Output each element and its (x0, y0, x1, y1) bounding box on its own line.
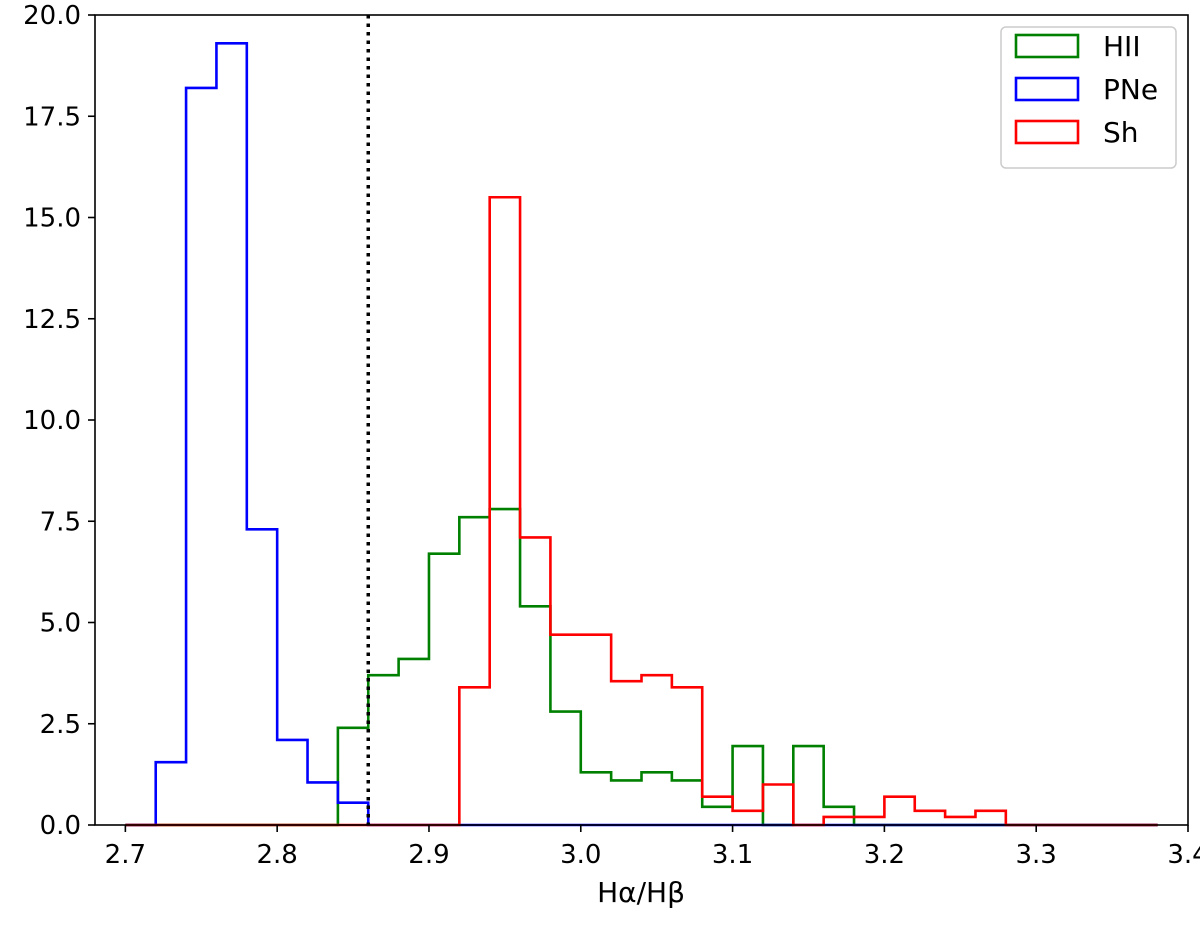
y-tick-label: 7.5 (40, 507, 81, 537)
legend-box (1000, 26, 1177, 169)
x-axis: 2.7 2.8 2.9 3.0 3.1 3.2 3.3 3.4 (105, 825, 1200, 870)
y-tick-label: 2.5 (40, 710, 81, 740)
legend-swatch-sh (1014, 119, 1080, 145)
y-tick-label: 20.0 (23, 1, 81, 31)
x-tick-label: 3.3 (1016, 840, 1057, 870)
x-tick-label: 3.2 (864, 840, 905, 870)
y-tick-label: 5.0 (40, 609, 81, 639)
legend-swatch-pne (1014, 76, 1080, 102)
x-tick-label: 3.0 (560, 840, 601, 870)
y-tick-label: 15.0 (23, 204, 81, 234)
x-tick-label: 2.9 (408, 840, 449, 870)
series-hii-histogram (125, 507, 1158, 827)
legend-label-sh: Sh (1103, 116, 1139, 149)
x-axis-label: Hα/Hβ (597, 876, 685, 909)
legend: HII PNe Sh (1000, 26, 1177, 169)
y-tick-label: 12.5 (23, 305, 81, 335)
y-axis: 0.0 2.5 5.0 7.5 10.0 12.5 15.0 17.5 20.0 (23, 1, 95, 841)
y-tick-label: 10.0 (23, 406, 81, 436)
y-tick-label: 0.0 (40, 811, 81, 841)
x-tick-label: 3.4 (1167, 840, 1200, 870)
legend-swatch-hii (1014, 33, 1080, 59)
x-tick-label: 2.8 (256, 840, 297, 870)
x-tick-label: 2.7 (105, 840, 146, 870)
x-tick-label: 3.1 (712, 840, 753, 870)
legend-label-pne: PNe (1103, 73, 1158, 106)
series-sh-histogram (125, 195, 1158, 827)
legend-label-hii: HII (1103, 30, 1141, 63)
y-tick-label: 17.5 (23, 102, 81, 132)
